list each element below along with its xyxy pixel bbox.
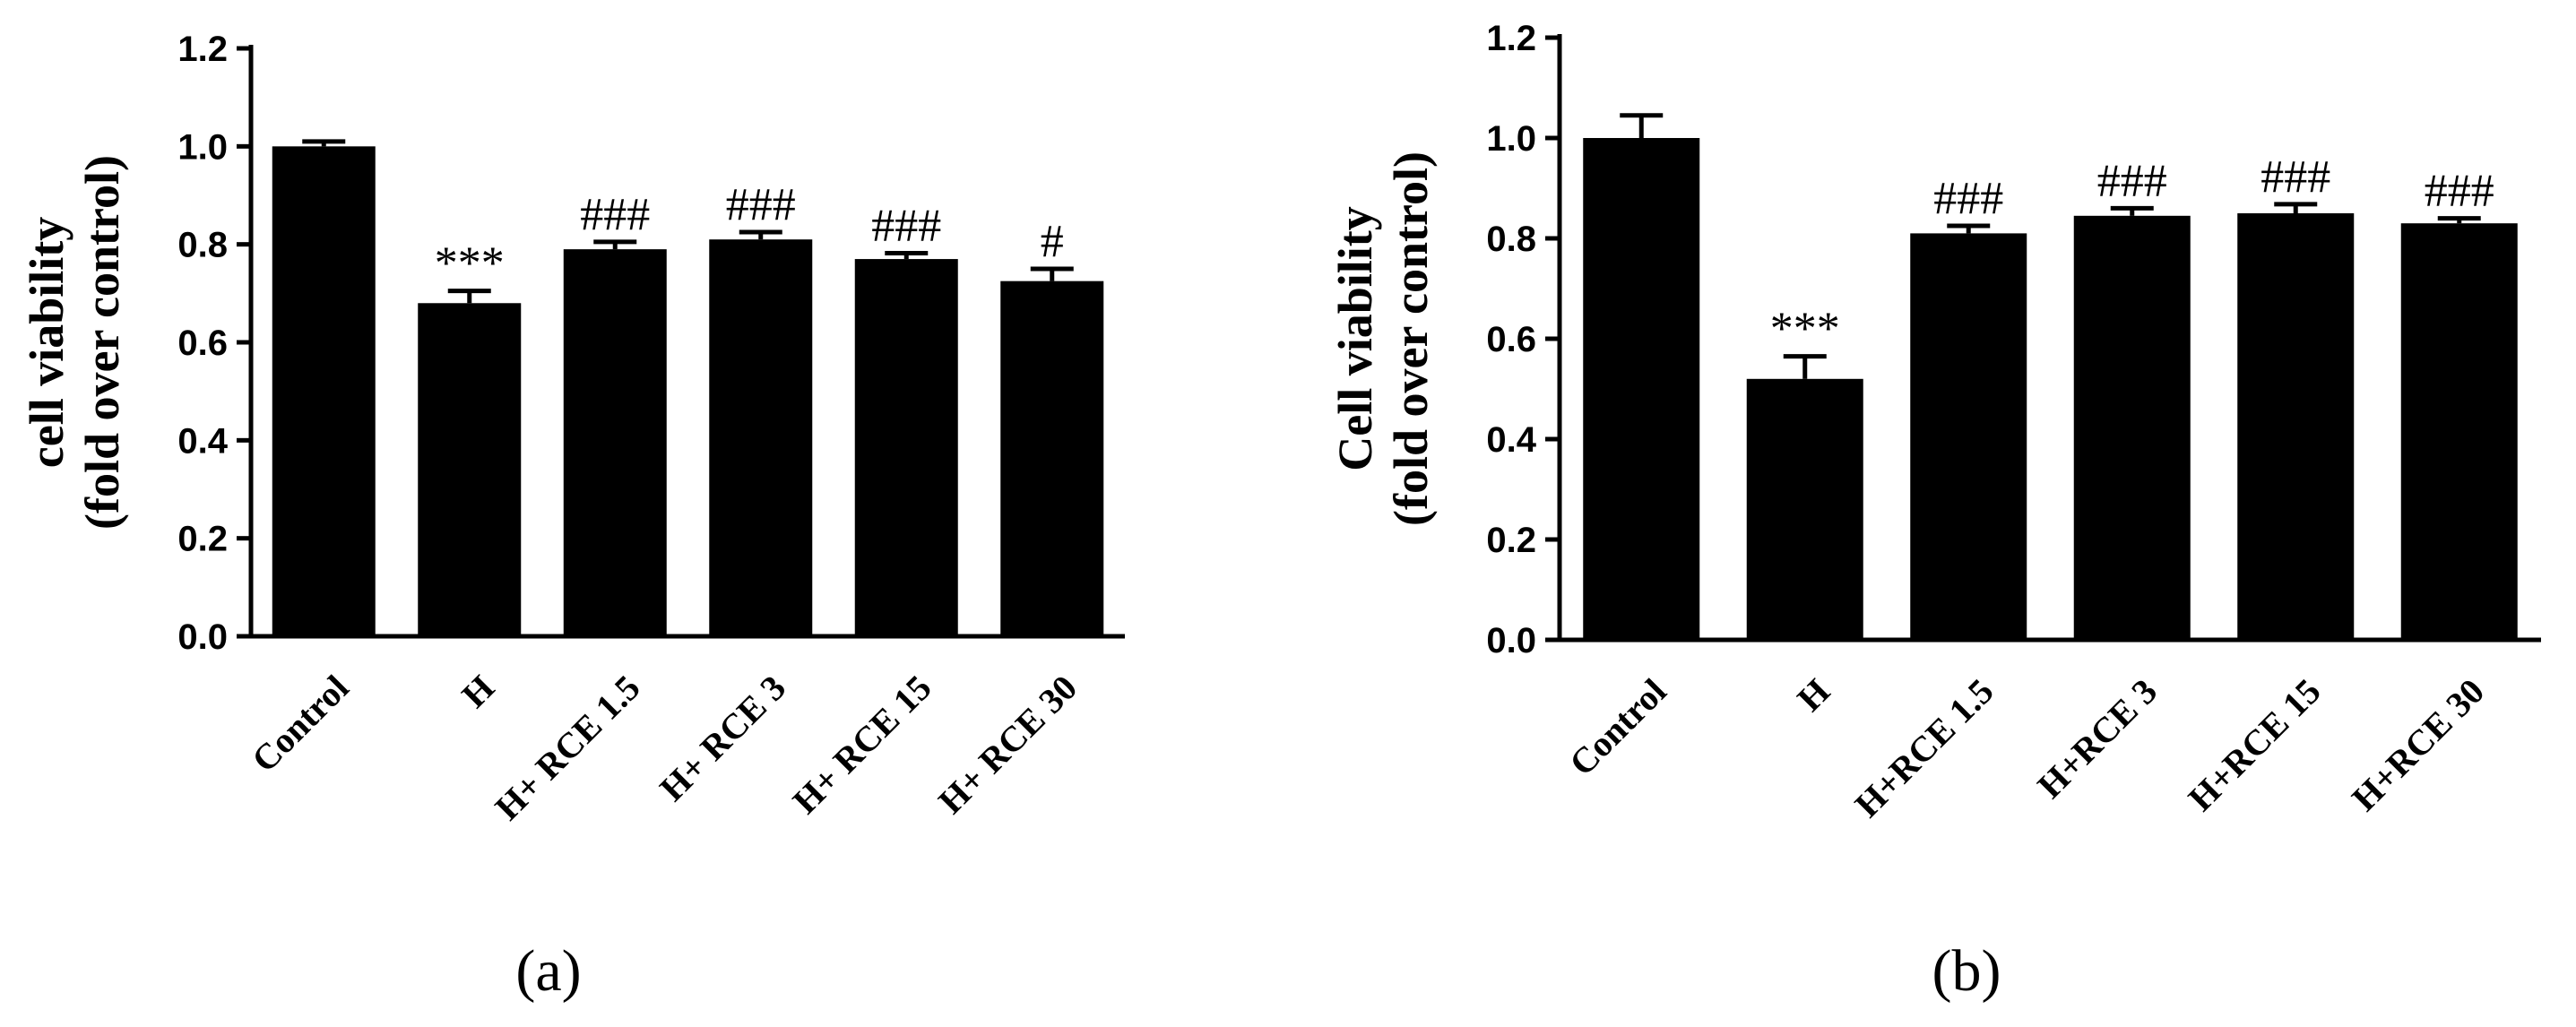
x-tick-label: H+ RCE 1.5	[487, 668, 647, 828]
y-tick-label: 0.8	[177, 226, 228, 265]
y-tick-label: 0.4	[1486, 420, 1536, 460]
x-tick-label: H+RCE 3	[2029, 671, 2165, 807]
bar	[1000, 280, 1104, 636]
bar	[709, 239, 813, 636]
y-tick-label: 0.2	[177, 520, 228, 559]
y-axis-title-line: (fold over control)	[75, 155, 129, 530]
x-tick-label: H	[454, 668, 502, 716]
y-tick-label: 1.0	[177, 127, 228, 167]
bar	[1746, 378, 1863, 640]
significance-label: ***	[1770, 304, 1840, 355]
significance-label: ***	[435, 238, 505, 289]
x-tick-label: H+RCE 15	[2181, 671, 2329, 819]
y-tick-label: 0.8	[1486, 220, 1536, 259]
bar	[563, 249, 667, 636]
bar	[1910, 233, 2027, 640]
y-tick-label: 0.6	[1486, 320, 1536, 359]
y-tick-label: 0.0	[177, 617, 228, 657]
x-tick-label: H+ RCE 15	[785, 668, 939, 822]
bar	[1583, 138, 1700, 640]
panel-label: (b)	[1932, 938, 2001, 1004]
x-tick-label: H+RCE 30	[2344, 671, 2492, 819]
x-tick-label: H	[1789, 671, 1837, 720]
y-tick-label: 0.0	[1486, 621, 1536, 660]
panel-label: (a)	[515, 938, 581, 1004]
bar	[272, 146, 376, 637]
panel-a: 0.0 0.2 0.4 0.6 0.8 1.0 1.2 cell viability (fold…	[20, 30, 1125, 1004]
bar	[2237, 213, 2355, 640]
significance-label: ###	[2425, 166, 2494, 217]
x-tick-label: H+RCE 1.5	[1847, 671, 2001, 825]
x-tick-label: H+ RCE 3	[652, 668, 793, 809]
y-tick-label: 1.2	[1486, 19, 1536, 58]
x-tick-label: Control	[1561, 671, 1674, 784]
y-tick-label: 0.6	[177, 324, 228, 363]
x-tick-label: Control	[244, 668, 357, 781]
y-tick-label: 0.2	[1486, 521, 1536, 560]
bar	[854, 259, 958, 636]
y-axis-title-line: cell viability	[20, 217, 73, 468]
y-tick-label: 1.2	[177, 30, 228, 69]
significance-label: ###	[2097, 155, 2167, 206]
y-axis-title-line: (fold over control)	[1384, 151, 1438, 526]
bar	[2073, 215, 2191, 641]
significance-label: #	[1041, 216, 1064, 267]
significance-label: ###	[726, 179, 796, 230]
significance-label: ###	[871, 201, 941, 252]
bar	[2400, 223, 2518, 640]
y-tick-label: 1.0	[1486, 119, 1536, 159]
y-axis-title-line: Cell viability	[1328, 206, 1382, 471]
bar	[418, 303, 522, 636]
panel-b: 0.0 0.2 0.4 0.6 0.8 1.0 1.2 Cell viability (fold…	[1328, 19, 2541, 1004]
significance-label: ###	[580, 189, 650, 240]
significance-label: ###	[1933, 173, 2003, 224]
x-tick-label: H+ RCE 30	[930, 668, 1085, 822]
significance-label: ###	[2260, 151, 2330, 203]
y-tick-label: 0.4	[177, 421, 228, 461]
